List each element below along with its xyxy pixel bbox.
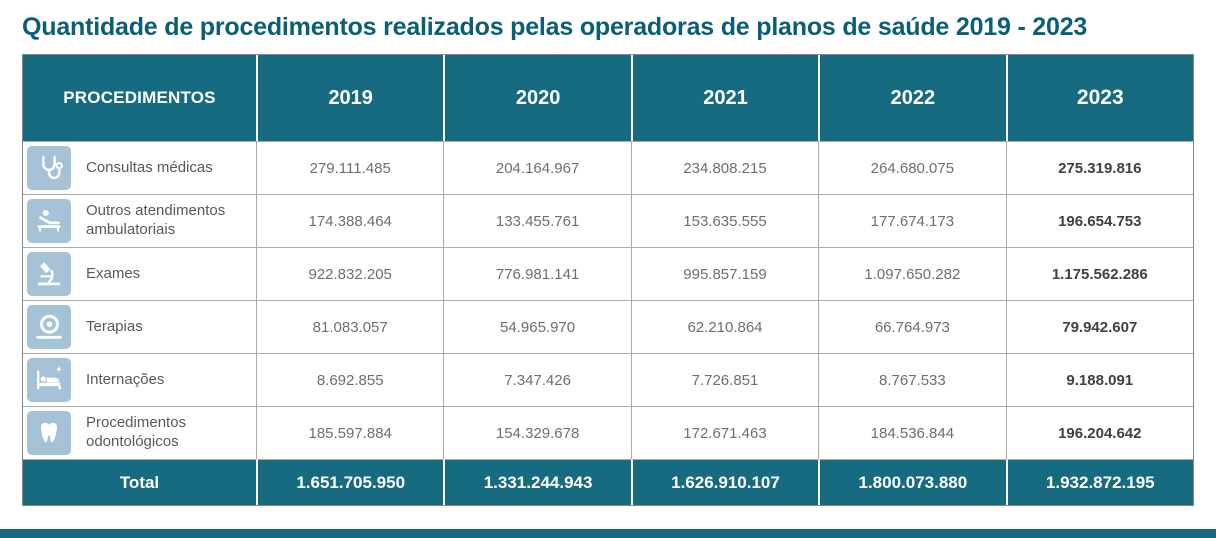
value-cell: 196.204.642 (1005, 406, 1193, 459)
value-cell: 196.654.753 (1005, 194, 1193, 247)
procedure-label: Outros atendimentos ambulatoriais (86, 202, 226, 238)
procedure-label: Internações (86, 370, 165, 388)
value-cell: 1.175.562.286 (1005, 247, 1193, 300)
mri-scanner-icon (27, 305, 71, 349)
value-cell: 54.965.970 (443, 300, 631, 353)
procedure-cell: Terapias (23, 300, 256, 353)
total-value-cell: 1.331.244.943 (443, 459, 631, 505)
col-header-2021: 2021 (630, 55, 819, 141)
value-cell: 8.692.855 (256, 353, 444, 406)
table-row-procedimentos-odontologicos: Procedimentos odontológicos 185.597.884 … (23, 406, 1193, 459)
total-label: Total (23, 459, 256, 505)
table-row-exames: Exames 922.832.205 776.981.141 995.857.1… (23, 247, 1193, 300)
procedures-table-grid: PROCEDIMENTOS 2019 2020 2021 2022 2023 (23, 55, 1193, 505)
value-cell: 922.832.205 (256, 247, 444, 300)
value-cell: 7.726.851 (630, 353, 819, 406)
col-header-2023: 2023 (1005, 55, 1193, 141)
total-value-cell: 1.626.910.107 (630, 459, 819, 505)
procedure-label: Terapias (86, 317, 143, 335)
page-title: Quantidade de procedimentos realizados p… (22, 13, 1088, 41)
table-row-outros-atendimentos: Outros atendimentos ambulatoriais 174.38… (23, 194, 1193, 247)
value-cell: 776.981.141 (443, 247, 631, 300)
value-cell: 133.455.761 (443, 194, 631, 247)
header-row: PROCEDIMENTOS 2019 2020 2021 2022 2023 (23, 55, 1193, 141)
value-cell: 234.808.215 (630, 141, 819, 194)
stethoscope-icon (27, 146, 71, 190)
procedure-cell: Outros atendimentos ambulatoriais (23, 194, 256, 247)
total-row: Total 1.651.705.950 1.331.244.943 1.626.… (23, 459, 1193, 505)
value-cell: 81.083.057 (256, 300, 444, 353)
procedure-label: Procedimentos odontológicos (86, 414, 187, 450)
procedures-table: PROCEDIMENTOS 2019 2020 2021 2022 2023 (22, 54, 1194, 506)
procedure-cell: Procedimentos odontológicos (23, 406, 256, 459)
col-header-2020: 2020 (443, 55, 631, 141)
procedure-label: Exames (86, 264, 141, 282)
tooth-icon (27, 411, 71, 455)
procedure-cell: Exames (23, 247, 256, 300)
value-cell: 184.536.844 (818, 406, 1006, 459)
value-cell: 995.857.159 (630, 247, 819, 300)
value-cell: 66.764.973 (818, 300, 1006, 353)
value-cell: 174.388.464 (256, 194, 444, 247)
table-row-internacoes: Internações 8.692.855 7.347.426 7.726.85… (23, 353, 1193, 406)
value-cell: 275.319.816 (1005, 141, 1193, 194)
hospital-bed-icon (27, 358, 71, 402)
value-cell: 264.680.075 (818, 141, 1006, 194)
value-cell: 8.767.533 (818, 353, 1006, 406)
value-cell: 7.347.426 (443, 353, 631, 406)
col-header-2019: 2019 (256, 55, 444, 141)
value-cell: 172.671.463 (630, 406, 819, 459)
procedure-label: Consultas médicas (86, 158, 213, 176)
total-value-cell: 1.651.705.950 (256, 459, 444, 505)
total-value-cell: 1.932.872.195 (1005, 459, 1193, 505)
value-cell: 177.674.173 (818, 194, 1006, 247)
value-cell: 79.942.607 (1005, 300, 1193, 353)
footer-bar (0, 529, 1216, 538)
procedure-cell: Consultas médicas (23, 141, 256, 194)
value-cell: 185.597.884 (256, 406, 444, 459)
value-cell: 154.329.678 (443, 406, 631, 459)
procedure-cell: Internações (23, 353, 256, 406)
value-cell: 279.111.485 (256, 141, 444, 194)
microscope-icon (27, 252, 71, 296)
value-cell: 204.164.967 (443, 141, 631, 194)
table-row-consultas-medicas: Consultas médicas 279.111.485 204.164.96… (23, 141, 1193, 194)
value-cell: 153.635.555 (630, 194, 819, 247)
value-cell: 1.097.650.282 (818, 247, 1006, 300)
col-header-procedimentos: PROCEDIMENTOS (23, 55, 256, 141)
value-cell: 62.210.864 (630, 300, 819, 353)
col-header-2022: 2022 (818, 55, 1006, 141)
outpatient-care-icon (27, 199, 71, 243)
total-value-cell: 1.800.073.880 (818, 459, 1006, 505)
table-row-terapias: Terapias 81.083.057 54.965.970 62.210.86… (23, 300, 1193, 353)
value-cell: 9.188.091 (1005, 353, 1193, 406)
